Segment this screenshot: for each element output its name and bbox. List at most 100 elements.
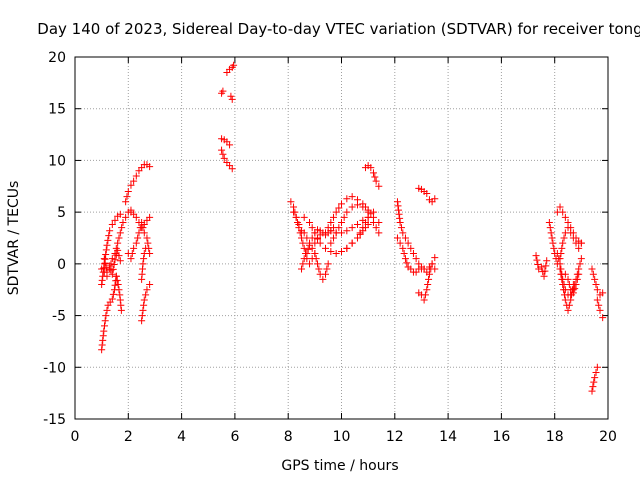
data-point xyxy=(593,363,601,371)
data-point xyxy=(372,224,380,232)
x-tick-label: 18 xyxy=(546,429,564,445)
data-point xyxy=(134,234,142,242)
data-point xyxy=(423,268,431,276)
data-point xyxy=(596,306,604,314)
data-point xyxy=(559,239,567,247)
data-point xyxy=(98,346,106,354)
data-point xyxy=(396,218,404,226)
data-point xyxy=(306,218,314,226)
data-point xyxy=(599,314,607,322)
data-point xyxy=(424,281,432,289)
data-point xyxy=(425,275,433,283)
x-tick-label: 0 xyxy=(71,429,80,445)
data-point xyxy=(111,216,119,224)
data-point xyxy=(306,241,314,249)
data-point xyxy=(100,255,108,263)
data-point xyxy=(100,322,108,330)
data-point xyxy=(421,291,429,299)
data-point xyxy=(292,213,300,221)
data-point xyxy=(395,210,403,218)
data-point xyxy=(353,221,361,229)
data-point xyxy=(140,255,148,263)
data-point xyxy=(569,289,577,297)
data-point xyxy=(303,250,311,258)
data-point xyxy=(324,260,332,268)
data-point xyxy=(300,255,308,263)
data-point xyxy=(99,332,107,340)
data-point xyxy=(109,265,117,273)
data-point xyxy=(98,276,106,284)
y-axis-title: SDTVAR / TECUs xyxy=(6,181,22,296)
data-point xyxy=(569,229,577,237)
data-point xyxy=(311,229,319,237)
data-point xyxy=(537,263,545,271)
x-tick-label: 10 xyxy=(333,429,351,445)
data-point xyxy=(591,374,599,382)
data-point xyxy=(114,246,122,254)
data-point xyxy=(124,187,132,195)
data-point xyxy=(311,250,319,258)
data-point xyxy=(114,239,122,247)
data-point xyxy=(592,281,600,289)
data-point xyxy=(103,306,111,314)
data-point xyxy=(431,254,439,262)
data-point xyxy=(115,286,123,294)
data-point xyxy=(132,239,140,247)
data-point xyxy=(348,203,356,211)
data-point xyxy=(117,306,125,314)
data-point xyxy=(343,227,351,235)
data-point xyxy=(404,239,412,247)
data-point xyxy=(140,229,148,237)
data-point xyxy=(123,193,131,201)
x-tick-label: 20 xyxy=(599,429,617,445)
data-point xyxy=(335,204,343,212)
data-point xyxy=(401,255,409,263)
data-point xyxy=(588,265,596,273)
data-point xyxy=(547,229,555,237)
data-point xyxy=(546,224,554,232)
data-point xyxy=(312,255,320,263)
data-point xyxy=(423,190,431,198)
data-point xyxy=(140,301,148,309)
data-point xyxy=(558,275,566,283)
data-point xyxy=(364,208,372,216)
data-point xyxy=(146,163,154,171)
data-point xyxy=(330,234,338,242)
data-point xyxy=(111,281,119,289)
data-point xyxy=(143,286,151,294)
data-point xyxy=(109,290,117,298)
data-point xyxy=(396,239,404,247)
data-point xyxy=(127,181,135,189)
data-point xyxy=(564,218,572,226)
data-point xyxy=(308,224,316,232)
data-point xyxy=(98,341,106,349)
data-point xyxy=(330,213,338,221)
data-point xyxy=(116,296,124,304)
data-point xyxy=(138,317,146,325)
data-point xyxy=(102,312,110,320)
x-tick-label: 6 xyxy=(230,429,239,445)
data-point xyxy=(322,244,330,252)
data-point xyxy=(314,260,322,268)
y-tick-label: 5 xyxy=(57,205,66,221)
data-point xyxy=(311,239,319,247)
data-point xyxy=(348,239,356,247)
data-point xyxy=(420,296,428,304)
data-point xyxy=(577,239,585,247)
x-tick-label: 14 xyxy=(439,429,457,445)
data-point xyxy=(573,275,581,283)
data-point xyxy=(559,208,567,216)
data-point xyxy=(324,224,332,232)
data-point xyxy=(146,213,154,221)
data-point xyxy=(140,296,148,304)
data-point xyxy=(139,260,147,268)
y-tick-label: 10 xyxy=(48,153,66,169)
data-point xyxy=(338,200,345,208)
data-point xyxy=(593,296,601,304)
y-tick-labels: -15 -10 -5 0 5 10 15 20 xyxy=(43,50,66,428)
data-point xyxy=(431,265,439,273)
data-point xyxy=(396,214,404,222)
data-point xyxy=(114,281,122,289)
data-point xyxy=(590,378,598,386)
data-point xyxy=(142,291,150,299)
